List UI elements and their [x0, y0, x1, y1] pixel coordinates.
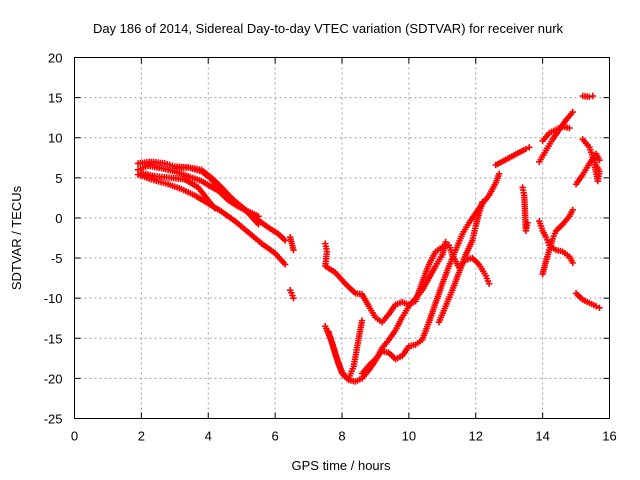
- data-point-marks: [536, 217, 576, 267]
- data-point-marks: [572, 290, 603, 311]
- x-tick-label: 16: [602, 429, 616, 444]
- series-13: [536, 217, 576, 267]
- y-tick-label: -15: [44, 331, 63, 346]
- series-4: [171, 164, 262, 228]
- series-1: [134, 171, 289, 268]
- axis-ticks: [74, 57, 610, 419]
- data-marks: [134, 92, 603, 385]
- series-3: [138, 169, 219, 212]
- x-axis-label: GPS time / hours: [292, 458, 391, 473]
- data-point-marks: [572, 150, 603, 188]
- x-tick-labels: 0 2 4 6 8 10 12 14 16: [71, 429, 617, 444]
- data-point-marks: [171, 164, 262, 228]
- chart-title: Day 186 of 2014, Sidereal Day-to-day VTE…: [93, 21, 564, 36]
- data-point-marks: [435, 198, 486, 326]
- y-tick-label: 0: [55, 211, 62, 226]
- y-tick-label: 20: [48, 51, 62, 66]
- y-tick-label: -25: [44, 412, 63, 427]
- x-tick-label: 4: [205, 429, 212, 444]
- series-16: [539, 123, 573, 145]
- data-point-marks: [579, 92, 596, 101]
- y-tick-label: 15: [48, 91, 62, 106]
- y-axis-label: SDTVAR / TECUs: [9, 185, 24, 290]
- series-12: [519, 184, 531, 234]
- data-point-marks: [539, 206, 576, 278]
- series-5: [286, 233, 297, 302]
- x-tick-label: 8: [338, 429, 345, 444]
- x-tick-label: 6: [272, 429, 279, 444]
- y-tick-label: -20: [44, 371, 63, 386]
- series-15: [536, 108, 576, 165]
- y-tick-label: 10: [48, 131, 62, 146]
- data-point-marks: [519, 184, 531, 234]
- series-10: [435, 198, 486, 326]
- series-14: [539, 206, 576, 278]
- series-11: [492, 144, 533, 169]
- data-point-marks: [492, 144, 533, 169]
- x-tick-label: 2: [138, 429, 145, 444]
- data-point-marks: [536, 108, 576, 165]
- data-point-marks: [138, 169, 219, 212]
- data-point-marks: [286, 233, 297, 302]
- y-tick-label: 5: [55, 171, 62, 186]
- x-tick-label: 10: [402, 429, 416, 444]
- y-tick-label: -5: [51, 251, 63, 266]
- y-tick-labels: 20 15 10 5 0 -5 -10 -15 -20 -25: [44, 51, 63, 427]
- x-tick-label: 14: [535, 429, 549, 444]
- series-17: [579, 92, 596, 101]
- data-point-marks: [358, 170, 503, 377]
- x-tick-label: 12: [469, 429, 483, 444]
- data-point-marks: [134, 171, 289, 268]
- x-tick-label: 0: [71, 429, 78, 444]
- series-19: [572, 150, 603, 188]
- series-9: [358, 170, 503, 377]
- data-point-marks: [539, 123, 573, 145]
- series-20: [572, 290, 603, 311]
- y-tick-label: -10: [44, 291, 63, 306]
